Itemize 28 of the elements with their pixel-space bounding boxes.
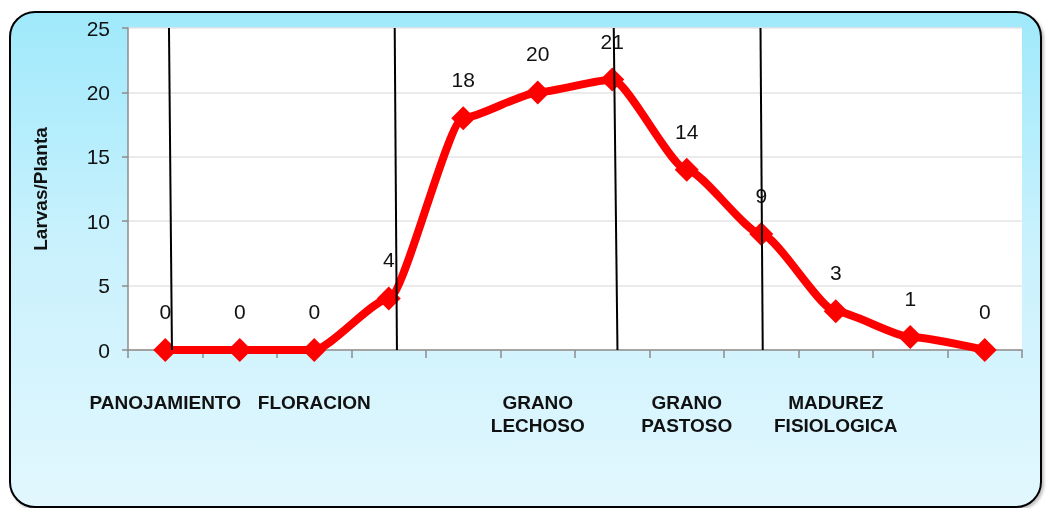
y-tick-label: 0 [98, 338, 110, 362]
x-tick-label: GRANO PASTOSO [641, 392, 733, 436]
point [823, 299, 848, 324]
point [376, 286, 401, 311]
y-tick-label: 5 [98, 274, 110, 298]
data-label: 0 [978, 300, 991, 323]
data-label: 0 [308, 300, 321, 323]
x-tick-label: GRANO LECHOSO [490, 392, 585, 436]
data-label: 3 [829, 261, 842, 285]
data-label: 0 [159, 300, 172, 323]
point [972, 338, 997, 362]
y-tick-label: 10 [86, 209, 110, 233]
point [525, 80, 550, 105]
point [451, 106, 476, 131]
data-label: 4 [382, 248, 395, 272]
x-tick-label: FLORACION [257, 392, 371, 413]
x-tick-label: PANOJAMIENTO [89, 392, 241, 413]
y-tick-label: 25 [86, 16, 110, 40]
data-label: 0 [233, 300, 246, 323]
y-tick-label: 15 [86, 145, 110, 169]
data-label: 18 [451, 68, 475, 92]
y-axis-title: Larvas/Planta [30, 126, 51, 251]
x-tick-label: MADUREZ FISIOLOGICA [774, 392, 898, 436]
point [674, 157, 699, 182]
data-label: 20 [526, 42, 550, 66]
data-label: 1 [904, 287, 917, 311]
y-tick-label: 20 [86, 80, 110, 104]
data-label: 14 [675, 119, 699, 143]
